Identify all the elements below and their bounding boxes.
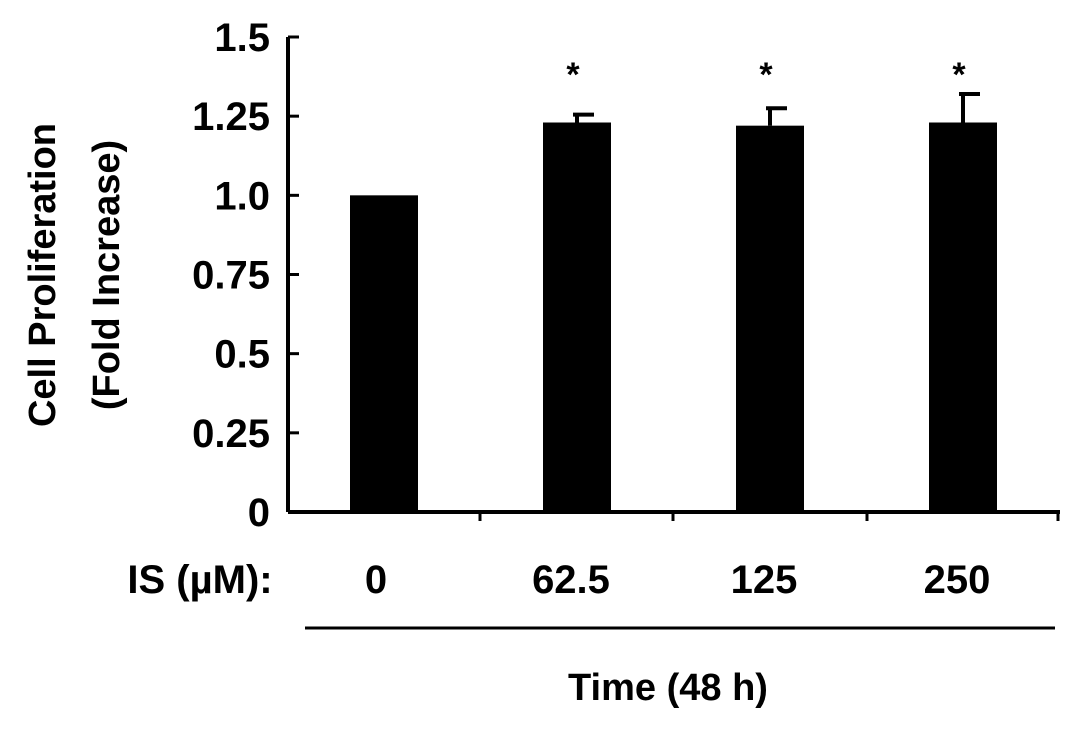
y-tick-label: 1.0 xyxy=(214,174,270,218)
y-tick-label: 0.25 xyxy=(192,412,270,456)
y-tick-label: 0.75 xyxy=(192,254,270,298)
significance-mark: * xyxy=(759,56,773,94)
bar xyxy=(736,125,804,513)
y-tick-label: 1.25 xyxy=(192,95,270,139)
x-axis-label: Time (48 h) xyxy=(568,667,768,709)
bar xyxy=(543,122,611,512)
bars: * * * xyxy=(350,56,997,513)
y-ticks: 0 0.25 0.5 0.75 1.0 1.25 1.5 xyxy=(192,16,299,535)
y-tick-label: 0 xyxy=(248,491,270,535)
category-label: 62.5 xyxy=(532,558,610,602)
bar xyxy=(929,122,997,512)
y-axis-label-line1: Cell Proliferation xyxy=(22,123,64,427)
significance-mark: * xyxy=(566,56,580,94)
y-axis-label: Cell Proliferation (Fold Increase) xyxy=(22,123,128,427)
y-tick-label: 0.5 xyxy=(214,333,270,377)
x-categories: 0 62.5 125 250 xyxy=(365,558,991,602)
category-axis-label: IS (µM): xyxy=(127,558,272,602)
category-label: 0 xyxy=(365,558,387,602)
y-axis-label-line2: (Fold Increase) xyxy=(86,140,128,410)
significance-mark: * xyxy=(952,56,966,94)
bar xyxy=(350,195,418,513)
category-label: 250 xyxy=(924,558,991,602)
y-tick-label: 1.5 xyxy=(214,16,270,60)
category-label: 125 xyxy=(731,558,798,602)
